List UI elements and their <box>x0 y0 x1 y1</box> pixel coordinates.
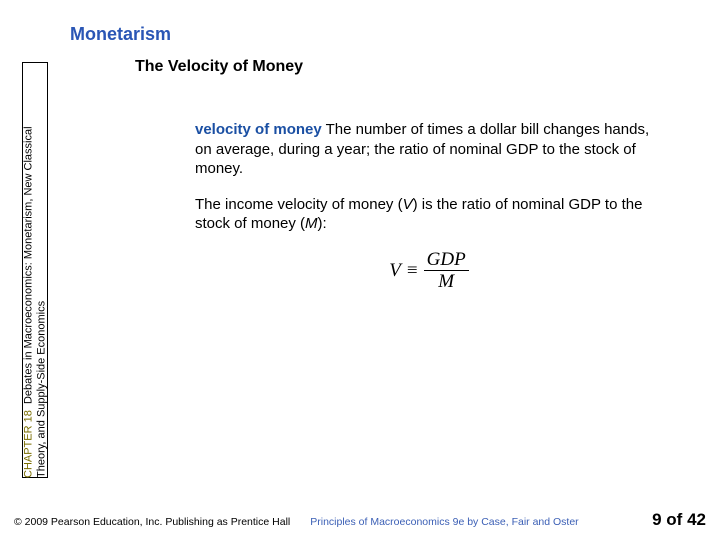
formula-numerator: GDP <box>424 250 469 272</box>
chapter-sidebar: CHAPTER 18 Debates in Macroeconomics: Mo… <box>22 62 48 478</box>
chapter-label: CHAPTER 18 <box>22 410 34 478</box>
page-current: 9 <box>652 510 661 529</box>
footer-page-number: 9 of 42 <box>652 510 706 530</box>
formula-lhs: V <box>389 260 401 282</box>
formula-op: ≡ <box>407 260 418 282</box>
chapter-title-line2: Theory, and Supply-Side Economics <box>35 301 47 478</box>
slide-body: velocity of money The number of times a … <box>195 120 663 292</box>
page-total: 42 <box>687 510 706 529</box>
footer: © 2009 Pearson Education, Inc. Publishin… <box>14 510 706 530</box>
footer-copyright: © 2009 Pearson Education, Inc. Publishin… <box>14 516 290 528</box>
definition-paragraph: velocity of money The number of times a … <box>195 120 663 179</box>
p2-M: M <box>305 215 318 232</box>
p2-post: ): <box>318 215 327 232</box>
slide-subtitle: The Velocity of Money <box>135 58 303 76</box>
section-title: Monetarism <box>70 24 171 45</box>
p2-V: V <box>403 196 413 213</box>
formula-denominator: M <box>438 271 454 292</box>
p2-pre: The income velocity of money ( <box>195 196 403 213</box>
footer-book-title: Principles of Macroeconomics 9e by Case,… <box>310 516 578 528</box>
formula-fraction: GDP M <box>424 250 469 293</box>
definition-term: velocity of money <box>195 121 322 138</box>
chapter-sidebar-text: CHAPTER 18 Debates in Macroeconomics: Mo… <box>22 62 47 478</box>
chapter-title-line1: Debates in Macroeconomics: Monetarism, N… <box>22 126 34 404</box>
page-of: of <box>662 510 688 529</box>
formula: V ≡ GDP M <box>195 250 663 293</box>
paragraph-2: The income velocity of money (V) is the … <box>195 195 663 234</box>
